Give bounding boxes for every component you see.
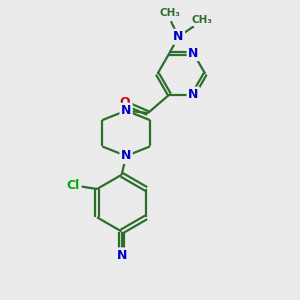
Text: CH₃: CH₃ xyxy=(160,8,181,18)
Text: N: N xyxy=(121,149,131,163)
Text: N: N xyxy=(188,47,199,60)
Text: N: N xyxy=(116,249,127,262)
Text: N: N xyxy=(121,104,131,117)
Text: N: N xyxy=(173,30,184,43)
Text: CH₃: CH₃ xyxy=(192,15,213,25)
Text: O: O xyxy=(119,96,130,109)
Text: Cl: Cl xyxy=(67,178,80,192)
Text: N: N xyxy=(188,88,199,101)
